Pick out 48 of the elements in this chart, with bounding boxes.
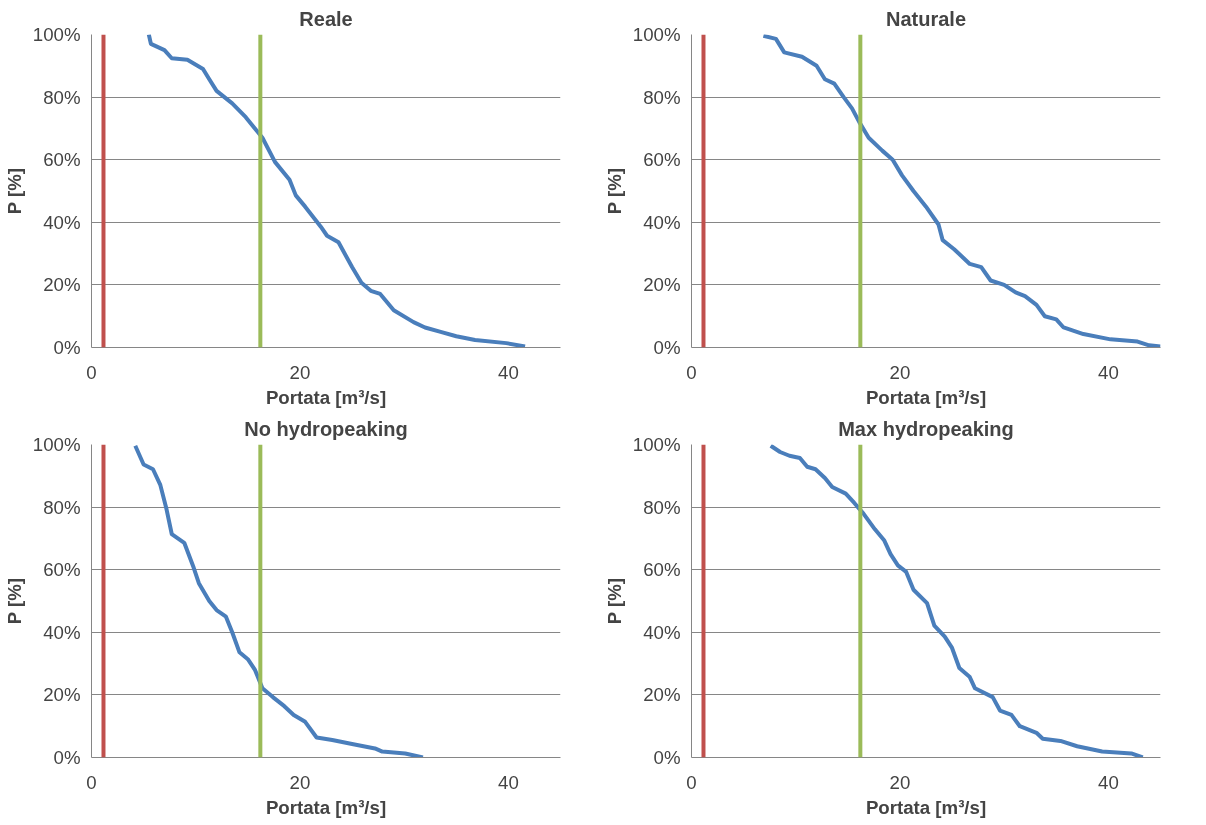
y-tick-label: 60% — [43, 559, 81, 581]
y-tick-label: 0% — [53, 337, 81, 358]
x-tick-label: 0 — [86, 771, 97, 793]
x-axis-title: Portata [m³/s] — [865, 386, 987, 408]
y-tick-label: 40% — [43, 211, 81, 233]
y-tick-label: 80% — [43, 496, 81, 518]
x-axis-title: Portata [m³/s] — [265, 386, 387, 408]
y-tick-label: 100% — [632, 24, 681, 45]
x-tick-label: 40 — [498, 361, 519, 383]
x-tick-label: 20 — [289, 771, 311, 793]
y-tick-label: 0% — [653, 747, 681, 768]
x-tick-label: 20 — [889, 361, 911, 383]
y-tick-label: 20% — [43, 274, 81, 296]
y-axis-title: P [%] — [603, 578, 625, 625]
x-tick-label: 0 — [686, 361, 697, 383]
chart-title: Max hydropeaking — [838, 417, 1014, 440]
y-tick-label: 80% — [643, 86, 681, 108]
y-tick-label: 20% — [643, 684, 681, 706]
x-tick-label: 0 — [86, 361, 97, 383]
x-tick-label: 20 — [289, 361, 311, 383]
x-axis-title: Portata [m³/s] — [865, 796, 987, 818]
x-tick-label: 40 — [498, 771, 519, 793]
y-axis-title: P [%] — [3, 578, 25, 625]
y-tick-label: 60% — [643, 559, 681, 581]
y-tick-label: 40% — [643, 211, 681, 233]
x-tick-label: 40 — [1098, 771, 1119, 793]
y-tick-label: 80% — [643, 496, 681, 518]
chart-title: Reale — [299, 7, 353, 30]
y-tick-label: 100% — [32, 434, 81, 455]
x-axis-title: Portata [m³/s] — [265, 796, 387, 818]
x-tick-label: 20 — [889, 771, 911, 793]
y-tick-label: 80% — [43, 86, 81, 108]
chart-title: Naturale — [885, 7, 967, 30]
y-tick-label: 20% — [43, 684, 81, 706]
y-tick-label: 60% — [43, 149, 81, 171]
y-tick-label: 60% — [643, 149, 681, 171]
y-tick-label: 0% — [653, 337, 681, 358]
x-tick-label: 40 — [1098, 361, 1119, 383]
y-tick-label: 20% — [643, 274, 681, 296]
y-tick-label: 40% — [43, 621, 81, 643]
y-axis-title: P [%] — [603, 168, 625, 215]
y-tick-label: 0% — [53, 747, 81, 768]
chart-title: No hydropeaking — [244, 417, 408, 440]
y-tick-label: 100% — [32, 24, 81, 45]
y-tick-label: 100% — [632, 434, 681, 455]
y-axis-title: P [%] — [3, 168, 25, 215]
x-tick-label: 0 — [686, 771, 697, 793]
y-tick-label: 40% — [643, 621, 681, 643]
